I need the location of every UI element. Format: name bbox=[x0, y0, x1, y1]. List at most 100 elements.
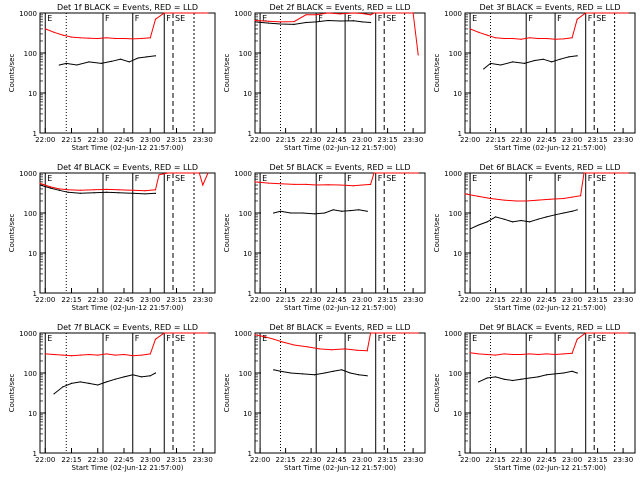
series-events-point bbox=[268, 22, 270, 24]
x-tick-label: 22:15 bbox=[61, 456, 81, 464]
series-lld-point bbox=[114, 354, 116, 356]
series-lld-point bbox=[158, 174, 160, 176]
region-label: F bbox=[318, 14, 323, 23]
region-label: E bbox=[47, 334, 52, 343]
region-label: F bbox=[105, 14, 110, 23]
x-axis-label: Start Time (02-Jun-12 21:57:00) bbox=[284, 464, 396, 472]
series-lld-point bbox=[622, 12, 624, 14]
y-tick-label: 10 bbox=[28, 410, 37, 418]
y-tick-label: 1 bbox=[33, 450, 37, 458]
series-lld-point bbox=[44, 353, 46, 355]
series-events-point bbox=[511, 61, 514, 63]
x-tick-label: 22:15 bbox=[276, 296, 296, 304]
x-tick-label: 22:45 bbox=[327, 456, 347, 464]
region-label: E bbox=[47, 14, 52, 23]
series-events-point bbox=[119, 58, 122, 60]
series-lld-point bbox=[608, 12, 611, 14]
region-label: E bbox=[262, 334, 267, 343]
series-lld-point bbox=[344, 348, 346, 350]
region-label: SE bbox=[386, 14, 396, 23]
region-label: F bbox=[378, 174, 383, 183]
x-tick-label: 23:30 bbox=[193, 136, 213, 144]
y-tick-label: 1000 bbox=[19, 170, 37, 178]
series-events-point bbox=[105, 191, 108, 193]
series-lld-point bbox=[602, 332, 604, 334]
series-lld-point bbox=[163, 12, 165, 14]
series-lld-point bbox=[202, 332, 204, 334]
series-events-line bbox=[59, 55, 156, 66]
series-events-point bbox=[366, 375, 368, 377]
series-events-point bbox=[305, 21, 307, 24]
series-lld-point bbox=[602, 12, 604, 14]
series-events-point bbox=[537, 218, 539, 220]
x-tick-label: 23:30 bbox=[403, 296, 423, 304]
series-events-point bbox=[571, 210, 573, 212]
series-events-point bbox=[341, 210, 343, 212]
region-label: F bbox=[135, 14, 140, 23]
series-events-point bbox=[366, 210, 368, 212]
series-lld-point bbox=[537, 353, 539, 356]
series-events-point bbox=[144, 193, 146, 195]
series-events-point bbox=[146, 56, 148, 58]
series-lld-point bbox=[520, 38, 522, 40]
series-lld-point bbox=[140, 354, 143, 356]
series-events-point bbox=[114, 378, 116, 380]
series-events-point bbox=[324, 372, 326, 374]
y-tick-label: 1000 bbox=[234, 170, 252, 178]
series-events-point bbox=[358, 209, 360, 211]
series-lld-point bbox=[293, 183, 295, 185]
series-events-point bbox=[88, 61, 90, 63]
series-events-point bbox=[489, 62, 492, 64]
series-events-point bbox=[576, 209, 578, 211]
series-lld-point bbox=[576, 18, 578, 20]
series-lld-point bbox=[361, 184, 363, 186]
series-lld-point bbox=[525, 200, 527, 202]
region-label: F bbox=[557, 174, 562, 183]
series-lld-point bbox=[140, 37, 143, 40]
series-events-point bbox=[128, 61, 130, 63]
y-tick-label: 1000 bbox=[234, 10, 252, 18]
plot-frame bbox=[464, 12, 636, 134]
x-tick-label: 22:45 bbox=[114, 136, 134, 144]
region-label: E bbox=[262, 14, 267, 23]
series-events-line bbox=[469, 209, 578, 230]
series-lld-point bbox=[576, 338, 578, 340]
region-label: SE bbox=[596, 334, 606, 343]
x-tick-label: 22:00 bbox=[35, 296, 55, 304]
series-lld-point bbox=[123, 37, 125, 40]
region-label: SE bbox=[386, 334, 396, 343]
x-tick-label: 23:30 bbox=[193, 456, 213, 464]
series-lld-point bbox=[417, 172, 419, 174]
series-lld-point bbox=[105, 353, 108, 355]
series-events-point bbox=[503, 378, 505, 380]
y-tick-label: 100 bbox=[239, 370, 252, 378]
region-label: E bbox=[472, 14, 477, 23]
region-label: F bbox=[528, 14, 533, 23]
x-tick-label: 23:00 bbox=[562, 136, 582, 144]
series-lld-point bbox=[195, 332, 197, 334]
series-events-point bbox=[571, 370, 573, 372]
series-lld-point bbox=[44, 28, 46, 30]
x-axis-label: Start Time (02-Jun-12 21:57:00) bbox=[494, 304, 606, 312]
x-tick-label: 23:00 bbox=[140, 136, 160, 144]
series-events-point bbox=[511, 379, 514, 382]
x-tick-label: 23:15 bbox=[378, 136, 398, 144]
series-lld-point bbox=[549, 198, 551, 200]
region-label: SE bbox=[596, 174, 606, 183]
x-tick-label: 22:15 bbox=[486, 296, 506, 304]
x-tick-label: 22:00 bbox=[250, 296, 270, 304]
series-lld-point bbox=[149, 37, 151, 39]
series-events-point bbox=[302, 373, 304, 375]
series-events-point bbox=[293, 23, 295, 25]
series-lld-point bbox=[39, 182, 41, 184]
x-tick-label: 22:45 bbox=[327, 296, 347, 304]
series-lld-point bbox=[417, 54, 419, 56]
region-label: F bbox=[318, 174, 323, 183]
series-lld-point bbox=[319, 348, 321, 350]
series-events-point bbox=[478, 224, 480, 226]
series-events-point bbox=[486, 221, 488, 223]
series-lld-point bbox=[585, 12, 587, 14]
series-events-point bbox=[132, 192, 134, 194]
region-label: F bbox=[588, 174, 593, 183]
